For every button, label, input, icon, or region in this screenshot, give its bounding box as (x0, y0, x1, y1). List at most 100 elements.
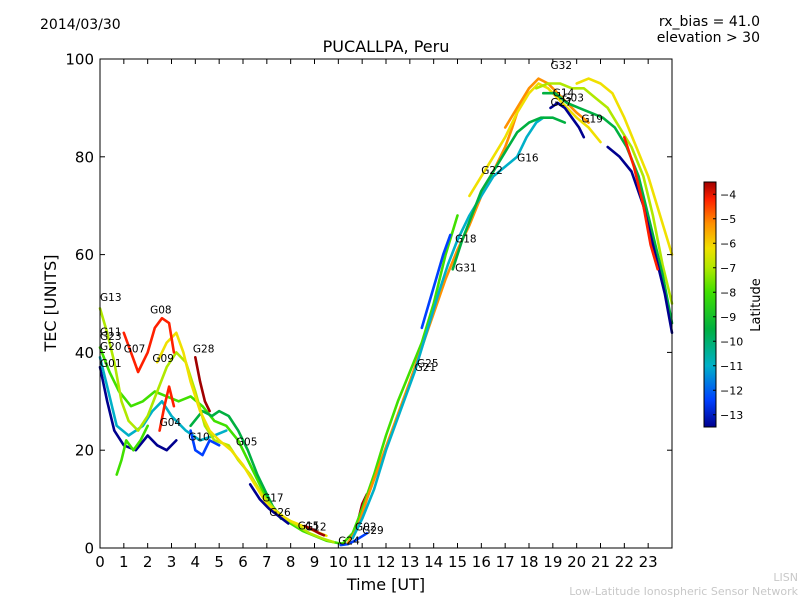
satellite-track-9 (303, 524, 326, 537)
satellite-track-21 (542, 91, 674, 325)
colorbar-tick-label: −9 (720, 311, 736, 324)
satellite-track-6 (122, 316, 176, 374)
y-tick-label: 0 (84, 540, 94, 558)
x-tick-label: 9 (310, 553, 320, 571)
satellite-label-g32: G32 (551, 60, 573, 72)
colorbar-tick-label: −13 (720, 409, 743, 422)
series-layer (98, 77, 674, 547)
satellite-label-g31: G31 (455, 263, 477, 275)
satellite-label-g01: G01 (100, 358, 122, 370)
y-tick-label: 80 (75, 148, 94, 166)
satellite-label-g29: G29 (362, 525, 384, 537)
satellite-track-24 (623, 135, 659, 271)
satellite-track-27 (158, 385, 176, 432)
rx-bias-label: rx_bias = 41.0 (658, 14, 760, 30)
satellite-label-g05: G05 (236, 436, 258, 448)
x-tick-label: 16 (472, 553, 491, 571)
x-tick-label: 18 (519, 553, 538, 571)
satellite-label-g17: G17 (262, 493, 284, 505)
satellite-track-16 (451, 116, 567, 271)
y-axis: 0 20 40 60 80 100 (65, 51, 672, 558)
colorbar-tick-label: −7 (720, 262, 736, 275)
satellite-track-0 (98, 365, 178, 452)
satellite-track-26 (115, 424, 149, 476)
satellite-track-8 (248, 483, 290, 525)
y-tick-label: 100 (65, 51, 94, 69)
y-axis-label: TEC [UNITS] (41, 255, 60, 353)
satellite-track-20 (534, 82, 674, 305)
x-tick-label: 1 (119, 553, 129, 571)
satellite-label-g21: G21 (415, 362, 437, 374)
x-tick-label: 10 (329, 553, 348, 571)
x-tick-label: 13 (400, 553, 419, 571)
satellite-label-g28: G28 (193, 343, 215, 355)
x-tick-label: 6 (238, 553, 248, 571)
x-tick-label: 7 (262, 553, 272, 571)
satellite-track-17 (468, 82, 602, 198)
x-axis-label: Time [UT] (346, 575, 425, 594)
colorbar-label: Latitude (749, 278, 764, 332)
satellite-label-g14: G14 (553, 88, 575, 100)
x-tick-label: 8 (286, 553, 296, 571)
plot-frame (99, 58, 673, 549)
elevation-label: elevation > 30 (656, 30, 760, 46)
satellite-label-g03: G03 (562, 93, 584, 105)
colorbar-tick-label: −5 (720, 213, 736, 226)
x-tick-label: 23 (639, 553, 658, 571)
satellite-label-g10: G10 (188, 431, 210, 443)
x-tick-label: 15 (448, 553, 467, 571)
satellite-label-g25: G25 (417, 358, 439, 370)
x-tick-label: 17 (496, 553, 515, 571)
colorbar-tick-label: −8 (720, 286, 736, 299)
date-label: 2014/03/30 (40, 17, 121, 33)
satellite-label-g08: G08 (150, 304, 172, 316)
satellite-track-25 (189, 429, 221, 457)
satellite-label-g20: G20 (100, 341, 122, 353)
satellite-label-g12: G12 (305, 521, 327, 533)
x-tick-label: 11 (353, 553, 372, 571)
x-tick-label: 3 (167, 553, 177, 571)
x-tick-label: 14 (424, 553, 443, 571)
satellite-track-7 (194, 356, 211, 413)
colorbar-tick-label: −4 (720, 188, 736, 201)
satellite-track-15 (420, 233, 452, 330)
satellite-track-10 (339, 532, 369, 547)
satellite-label-g09: G09 (152, 353, 174, 365)
satellite-label-g24: G24 (338, 536, 360, 548)
satellite-label-g23: G23 (100, 331, 122, 343)
credit-short: LISN (773, 571, 798, 584)
x-tick-label: 19 (543, 553, 562, 571)
satellite-label-g11: G11 (100, 326, 122, 338)
x-tick-label: 2 (143, 553, 153, 571)
satellite-label-g02: G02 (355, 521, 377, 533)
x-tick-label: 5 (214, 553, 224, 571)
x-tick-label: 12 (376, 553, 395, 571)
x-tick-label: 21 (591, 553, 610, 571)
satellite-label-g04: G04 (160, 417, 182, 429)
satellite-label-g13: G13 (100, 292, 122, 304)
colorbar-tick-label: −11 (720, 360, 743, 373)
satellite-label-g26: G26 (269, 507, 291, 519)
satellite-label-g19: G19 (581, 114, 603, 126)
y-tick-label: 40 (75, 344, 94, 362)
satellite-label-g18: G18 (455, 233, 477, 245)
satellite-label-g27: G27 (551, 97, 573, 109)
colorbar-tick-label: −10 (720, 335, 743, 348)
colorbar-tick-label: −12 (720, 384, 743, 397)
satellite-track-1 (98, 356, 228, 442)
credit-long: Low-Latitude Ionospheric Sensor Network (569, 585, 798, 598)
credit: LISN Low-Latitude Ionospheric Sensor Net… (569, 571, 798, 599)
info-block: rx_bias = 41.0 elevation > 30 (657, 14, 760, 46)
satellite-label-g15: G15 (298, 520, 320, 532)
colorbar-ticks: −4 −5 −6 −7 −8 −9 −10 −11 −12 −13 (713, 188, 743, 422)
x-tick-label: 0 (95, 553, 105, 571)
y-tick-label: 60 (75, 246, 94, 264)
satellite-track-5 (155, 331, 328, 538)
x-tick-label: 4 (191, 553, 201, 571)
x-tick-label: 20 (567, 553, 586, 571)
y-tick-label: 20 (75, 442, 94, 460)
satellite-track-14 (351, 116, 545, 540)
colorbar-tick-label: −6 (720, 237, 736, 250)
